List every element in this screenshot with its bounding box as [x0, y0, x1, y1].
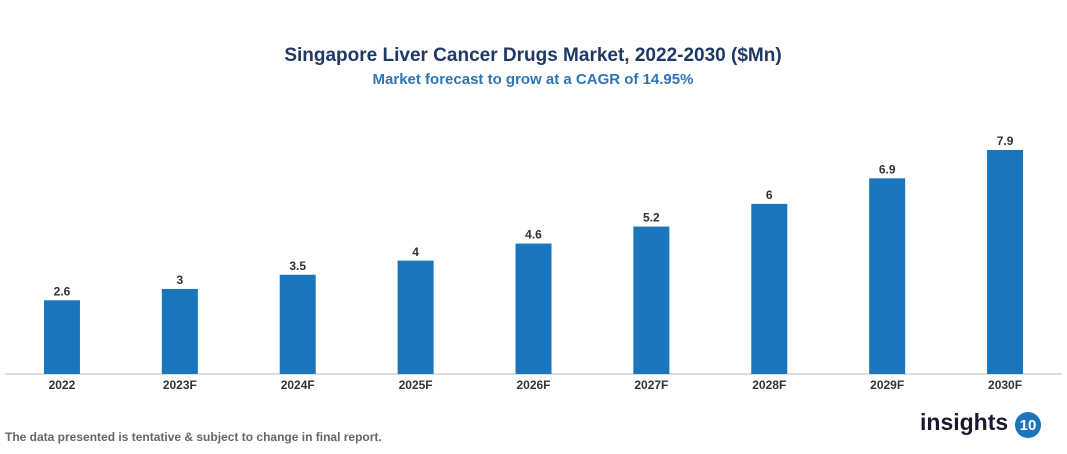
x-tick-label: 2022: [49, 378, 76, 392]
bar: [633, 226, 670, 374]
x-tick-label: 2030F: [988, 378, 1022, 392]
chart-subtitle: Market forecast to grow at a CAGR of 14.…: [373, 71, 694, 88]
value-label: 6: [766, 188, 773, 202]
bar: [987, 150, 1024, 374]
value-label: 6.9: [879, 163, 896, 177]
x-tick-label: 2025F: [399, 378, 433, 392]
x-tick-label: 2026F: [516, 378, 550, 392]
value-label: 2.6: [54, 284, 71, 298]
logo-badge: [1015, 412, 1041, 438]
chart-title: Singapore Liver Cancer Drugs Market, 202…: [284, 45, 781, 66]
value-label: 4.6: [525, 228, 542, 242]
logo-number: 10: [1020, 417, 1037, 434]
x-tick-label: 2027F: [634, 378, 668, 392]
value-label: 4: [412, 245, 419, 259]
x-tick-label: 2024F: [281, 378, 315, 392]
footer-note: The data presented is tentative & subjec…: [5, 430, 382, 444]
x-tick-label: 2029F: [870, 378, 904, 392]
bar: [161, 288, 198, 374]
bar: [279, 274, 316, 374]
x-tick-label: 2028F: [752, 378, 786, 392]
bar: [869, 178, 906, 374]
value-label: 3: [176, 273, 183, 287]
value-label: 3.5: [289, 259, 306, 273]
bar: [43, 300, 80, 374]
bar: [397, 260, 434, 374]
value-label: 5.2: [643, 211, 660, 225]
bar: [515, 243, 552, 374]
bar: [751, 203, 788, 374]
x-tick-label: 2023F: [163, 378, 197, 392]
value-label: 7.9: [997, 134, 1014, 148]
logo-text: insights: [920, 409, 1008, 435]
